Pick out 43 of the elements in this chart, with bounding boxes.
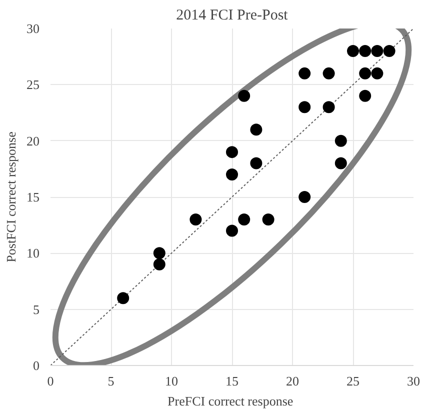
point — [298, 101, 311, 114]
chart-title: 2014 FCI Pre-Post — [176, 8, 289, 24]
y-tick-label: 15 — [26, 190, 40, 204]
y-tick-label: 20 — [26, 133, 40, 148]
point — [250, 124, 262, 136]
x-tick-label: 30 — [407, 374, 420, 388]
point — [298, 191, 311, 203]
x-tick-label: 5 — [108, 374, 114, 388]
point — [383, 44, 396, 57]
x-tick-label: 20 — [286, 374, 299, 388]
point — [322, 67, 335, 80]
y-tick-label: 0 — [33, 358, 40, 373]
point — [359, 67, 372, 80]
point — [371, 44, 384, 57]
y-tick-label: 30 — [26, 21, 40, 36]
x-tick-label: 10 — [165, 374, 178, 388]
x-tick-label: 15 — [226, 374, 238, 388]
point — [347, 44, 359, 57]
point — [262, 213, 274, 226]
point — [359, 90, 372, 102]
y-tick-label: 25 — [26, 77, 40, 92]
point — [250, 157, 262, 170]
x-axis-title: PreFCI correct response — [168, 394, 294, 408]
point — [298, 67, 311, 80]
x-tick-label: 0 — [47, 374, 54, 388]
point — [226, 224, 238, 237]
point — [190, 213, 202, 226]
point — [322, 101, 335, 114]
x-tick-label: 25 — [346, 374, 360, 388]
point — [226, 146, 238, 158]
point — [153, 258, 166, 270]
y-axis-title: PostFCI correct response — [4, 131, 18, 262]
point — [334, 134, 347, 147]
point — [238, 213, 250, 226]
y-tick-label: 10 — [26, 246, 40, 261]
point — [371, 67, 384, 80]
point — [334, 157, 347, 170]
point — [153, 247, 166, 260]
point — [117, 292, 130, 304]
point — [226, 168, 238, 181]
point — [359, 44, 372, 57]
y-tick-label: 5 — [33, 302, 40, 317]
point — [238, 90, 250, 102]
